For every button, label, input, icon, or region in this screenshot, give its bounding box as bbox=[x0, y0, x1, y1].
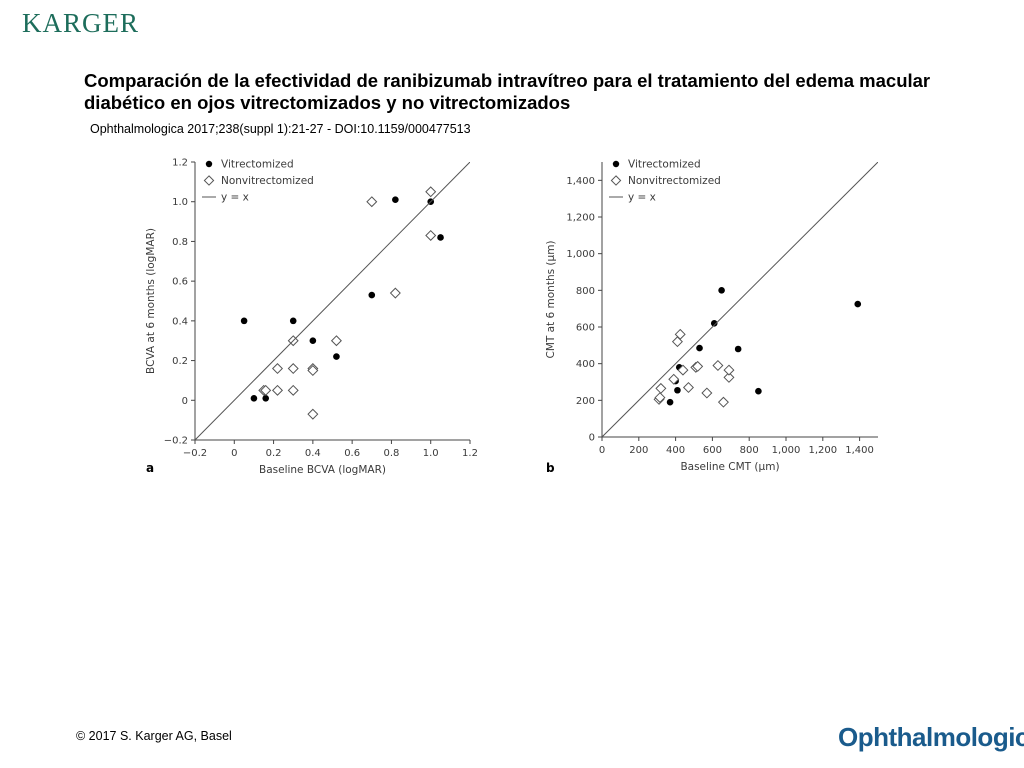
y-axis-label: BCVA at 6 months (logMAR) bbox=[145, 228, 157, 374]
nonvitrectomized-point bbox=[260, 384, 272, 396]
identity-line bbox=[602, 162, 878, 437]
legend-label: Vitrectomized bbox=[628, 159, 701, 171]
y-tick-label: 0.6 bbox=[172, 277, 188, 288]
legend-label: Nonvitrectomized bbox=[221, 175, 314, 187]
x-tick-label: 0.4 bbox=[305, 448, 321, 459]
y-tick-label: 1.0 bbox=[172, 197, 188, 208]
legend-marker-vitrectomized bbox=[205, 160, 213, 168]
x-tick-label: 0 bbox=[599, 445, 605, 456]
nonvitrectomized-point bbox=[425, 186, 437, 198]
nonvitrectomized-point bbox=[712, 359, 724, 372]
nonvitrectomized-point bbox=[389, 287, 401, 299]
legend-marker-vitrectomized bbox=[612, 160, 620, 168]
nonvitrectomized-point bbox=[366, 196, 378, 208]
nonvitrectomized-point bbox=[701, 387, 713, 399]
x-tick-label: 600 bbox=[703, 445, 722, 456]
nonvitrectomized-point bbox=[674, 328, 686, 340]
legend-label: y = x bbox=[221, 192, 249, 204]
vitrectomized-point bbox=[333, 353, 340, 360]
y-tick-label: 200 bbox=[576, 396, 595, 407]
nonvitrectomized-point bbox=[425, 229, 437, 241]
vitrectomized-point bbox=[710, 320, 718, 327]
nonvitrectomized-point bbox=[307, 364, 319, 377]
nonvitrectomized-point bbox=[271, 384, 284, 396]
nonvitrectomized-point bbox=[654, 392, 666, 404]
vitrectomized-point bbox=[240, 317, 248, 325]
y-tick-label: 400 bbox=[576, 359, 595, 370]
nonvitrectomized-point bbox=[655, 382, 667, 394]
nonvitrectomized-point bbox=[330, 335, 342, 347]
journal-logo: Ophthalmologica bbox=[838, 722, 1024, 752]
legend-label: Vitrectomized bbox=[221, 159, 294, 171]
y-tick-label: 0 bbox=[589, 433, 595, 444]
nonvitrectomized-point bbox=[287, 384, 299, 396]
vitrectomized-point bbox=[755, 387, 762, 395]
vitrectomized-point bbox=[392, 196, 399, 204]
x-tick-label: 0.2 bbox=[266, 448, 282, 459]
x-tick-label: 400 bbox=[666, 445, 685, 456]
y-tick-label: 800 bbox=[576, 286, 595, 297]
legend-marker-nonvitrectomized bbox=[203, 175, 215, 186]
x-tick-label: 0.6 bbox=[344, 448, 360, 459]
nonvitrectomized-point bbox=[682, 381, 694, 394]
y-tick-label: 1.2 bbox=[172, 158, 188, 169]
nonvitrectomized-point bbox=[307, 408, 319, 420]
x-tick-label: 1.0 bbox=[423, 448, 439, 459]
vitrectomized-point bbox=[734, 345, 742, 353]
y-tick-label: 0.8 bbox=[172, 237, 188, 248]
nonvitrectomized-point bbox=[692, 360, 704, 372]
slide-title: Comparación de la efectividad de ranibiz… bbox=[84, 70, 931, 113]
x-tick-label: 200 bbox=[629, 445, 648, 456]
vitrectomized-point bbox=[368, 291, 376, 299]
vitrectomized-point bbox=[674, 386, 681, 394]
legend-label: y = x bbox=[628, 192, 656, 204]
x-tick-label: 0.8 bbox=[383, 448, 399, 459]
x-tick-label: 800 bbox=[740, 445, 759, 456]
chart-panel-a: −0.2 0 0.2 0.4 0.6 0.8 1.0 1.2 −0.2 0 0.2 0.4 0.6 0.8… bbox=[145, 158, 478, 477]
citation: Ophthalmologica 2017;238(suppl 1):21-27 … bbox=[90, 122, 471, 136]
nonvitrectomized-point bbox=[717, 396, 729, 408]
y-tick-label: 1,400 bbox=[566, 176, 595, 187]
vitrectomized-point bbox=[309, 337, 317, 345]
vitrectomized-point bbox=[250, 395, 258, 402]
y-tick-label: 600 bbox=[576, 323, 595, 334]
panel-label: b bbox=[546, 461, 555, 475]
nonvitrectomized-point bbox=[287, 363, 299, 375]
vitrectomized-point bbox=[262, 395, 270, 402]
vitrectomized-point bbox=[718, 287, 725, 294]
y-axis-label: CMT at 6 months (μm) bbox=[545, 240, 557, 358]
y-tick-label: 1,200 bbox=[566, 213, 595, 224]
legend-label: Nonvitrectomized bbox=[628, 175, 721, 187]
x-tick-label: 1.2 bbox=[462, 448, 478, 459]
identity-line bbox=[195, 162, 470, 440]
vitrectomized-point bbox=[666, 398, 674, 406]
vitrectomized-point bbox=[289, 317, 297, 325]
x-tick-label: 1,000 bbox=[772, 445, 801, 456]
x-tick-label: 0 bbox=[231, 448, 237, 459]
vitrectomized-point bbox=[854, 300, 862, 308]
publisher-logo: KARGER bbox=[22, 8, 140, 38]
nonvitrectomized-point bbox=[723, 364, 735, 376]
chart-panel-b: 0 200 400 600 800 1,000 1,200 1,400 0 200 400 600 80… bbox=[545, 159, 878, 475]
x-axis-label: Baseline CMT (μm) bbox=[680, 461, 779, 473]
y-tick-label: 0 bbox=[182, 396, 188, 407]
vitrectomized-point bbox=[696, 344, 703, 352]
y-tick-label: 0.2 bbox=[172, 356, 188, 367]
nonvitrectomized-point bbox=[271, 363, 284, 375]
y-tick-label: 1,000 bbox=[566, 249, 595, 260]
nonvitrectomized-point bbox=[668, 373, 680, 385]
y-tick-label: 0.4 bbox=[172, 316, 188, 327]
x-tick-label: −0.2 bbox=[183, 448, 207, 459]
panel-label: a bbox=[146, 461, 154, 475]
nonvitrectomized-point bbox=[723, 371, 735, 383]
nonvitrectomized-point bbox=[677, 364, 689, 376]
copyright-notice: © 2017 S. Karger AG, Basel bbox=[76, 729, 232, 743]
x-axis-label: Baseline BCVA (logMAR) bbox=[259, 464, 386, 476]
x-tick-label: 1,200 bbox=[808, 445, 837, 456]
x-tick-label: 1,400 bbox=[845, 445, 874, 456]
y-tick-label: −0.2 bbox=[164, 436, 188, 447]
vitrectomized-point bbox=[437, 234, 444, 241]
legend-marker-nonvitrectomized bbox=[610, 175, 622, 186]
